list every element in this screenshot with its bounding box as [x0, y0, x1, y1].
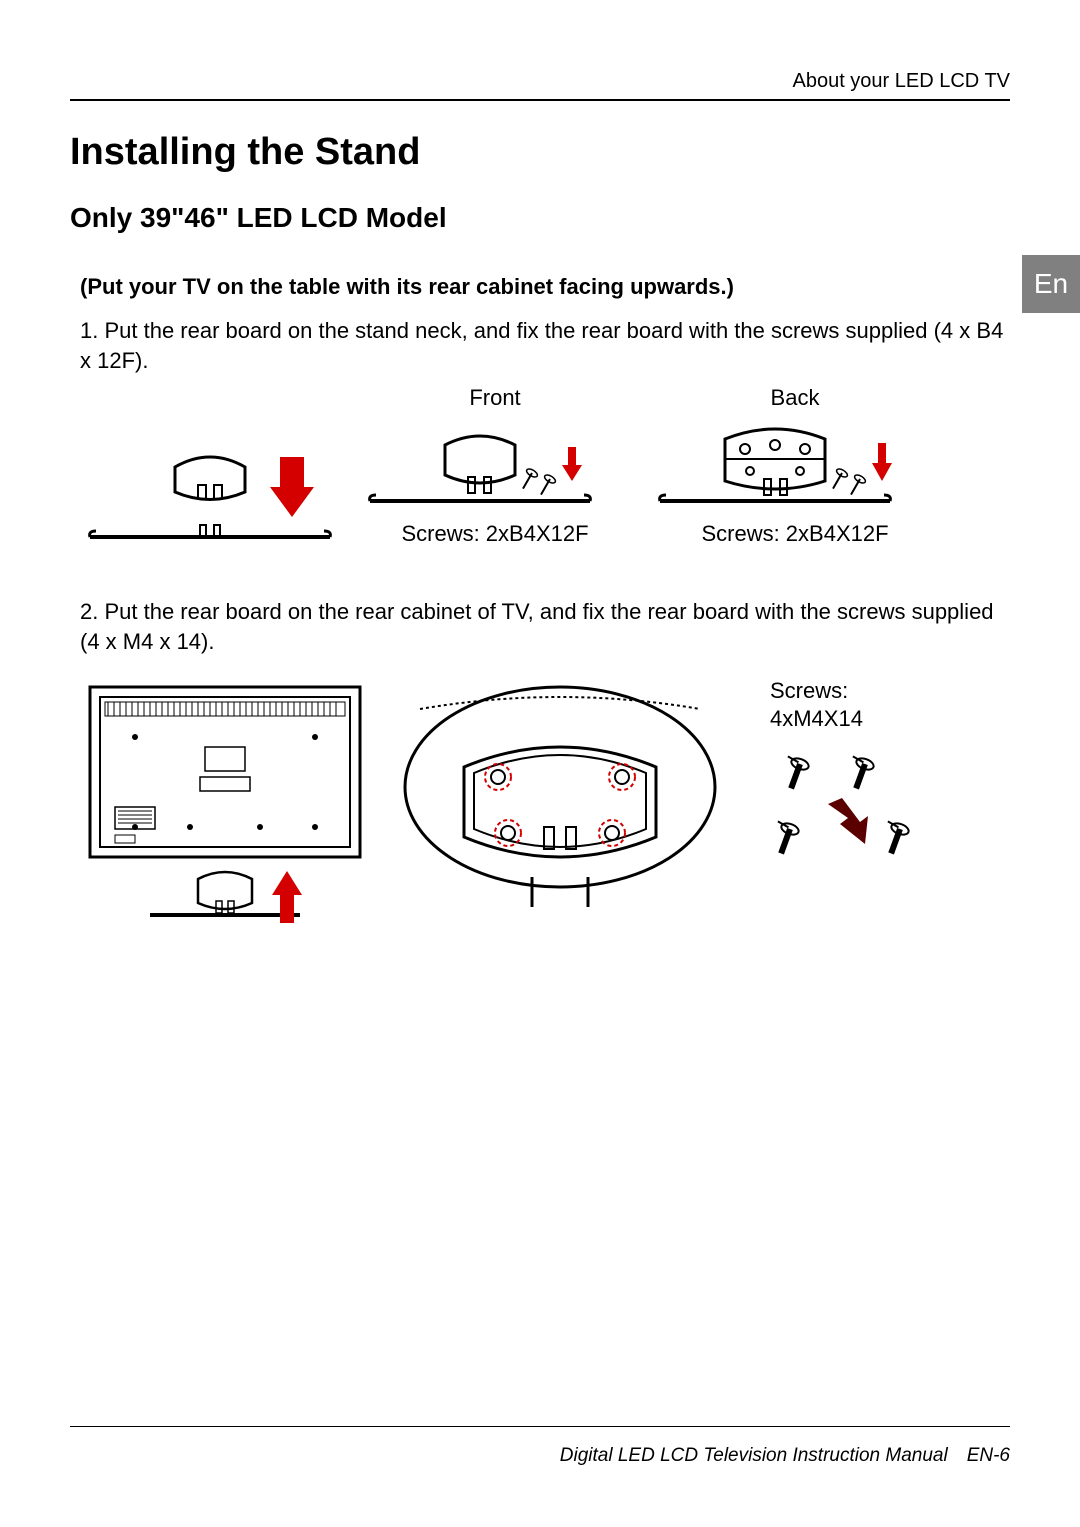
back-label: Back [771, 385, 820, 411]
screws-front-label: Screws: 2xB4X12F [401, 521, 588, 547]
screws-label-line2: 4xM4X14 [770, 706, 863, 731]
diagram-tv-rear [80, 677, 370, 937]
diagram-magnified [400, 677, 740, 932]
diagram-screws-callout: Screws: 4xM4X14 [770, 677, 940, 879]
step-1-text: 1. Put the rear board on the stand neck,… [80, 316, 1010, 375]
diagram-stand-insert [80, 437, 340, 547]
screws-back-label: Screws: 2xB4X12F [701, 521, 888, 547]
page-title: Installing the Stand [70, 131, 1010, 174]
step-2-text: 2. Put the rear board on the rear cabine… [80, 597, 1010, 656]
language-tab: En [1022, 255, 1080, 313]
step2-diagrams: Screws: 4xM4X14 [80, 677, 1010, 937]
page-subtitle: Only 39"46" LED LCD Model [70, 202, 1010, 234]
header-section-label: About your LED LCD TV [70, 70, 1010, 93]
diagram-front: Front Scre [360, 385, 630, 547]
screws-label-line1: Screws: [770, 678, 848, 703]
bottom-rule [70, 1426, 1010, 1427]
top-rule [70, 99, 1010, 101]
instruction-note: (Put your TV on the table with its rear … [80, 274, 1010, 300]
diagram-back: Back [650, 385, 940, 547]
front-label: Front [469, 385, 520, 411]
step1-diagrams: Front Scre [80, 385, 1010, 547]
footer-text: Digital LED LCD Television Instruction M… [560, 1445, 1010, 1467]
